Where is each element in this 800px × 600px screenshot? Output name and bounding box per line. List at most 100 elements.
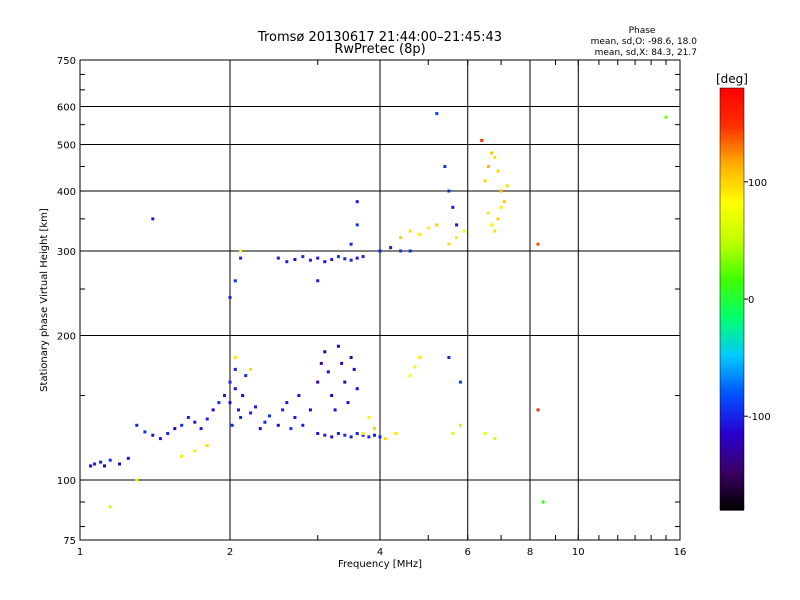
- colorbar-segment: [720, 306, 744, 311]
- data-point: [217, 401, 221, 405]
- colorbar-segment: [720, 432, 744, 437]
- colorbar-segment: [720, 91, 744, 96]
- data-point: [239, 249, 243, 253]
- colorbar-tick-label: 0: [748, 295, 754, 306]
- data-point: [230, 423, 234, 427]
- colorbar-segment: [720, 249, 744, 254]
- data-point: [355, 256, 359, 260]
- data-point: [233, 356, 237, 359]
- data-points: [89, 112, 668, 509]
- axis-ticks: 1 2 4 6 8 10 16 75 100 200 300 400 500 600 750: [57, 56, 686, 558]
- colorbar-segment: [720, 299, 744, 304]
- data-point: [490, 151, 494, 155]
- data-point: [166, 432, 170, 435]
- colorbar-segment: [720, 137, 744, 142]
- data-point: [135, 478, 139, 482]
- x-axis-label: Frequency [MHz]: [338, 559, 422, 570]
- data-point: [193, 420, 197, 424]
- colorbar-tick-label: -100: [748, 412, 771, 423]
- colorbar-segment: [720, 488, 744, 494]
- data-point: [408, 229, 412, 233]
- colorbar-segment: [720, 281, 744, 286]
- data-point: [355, 387, 359, 391]
- y-tick-label: 300: [57, 247, 76, 258]
- data-point: [241, 394, 245, 397]
- data-point: [496, 169, 500, 173]
- data-point: [493, 155, 497, 159]
- data-point: [447, 189, 451, 193]
- data-point: [413, 365, 417, 369]
- colorbar-segment: [720, 179, 744, 184]
- data-point: [418, 232, 421, 236]
- data-point: [239, 256, 243, 260]
- colorbar-segment: [720, 147, 744, 152]
- colorbar-segment: [720, 397, 744, 402]
- colorbar-segment: [720, 365, 744, 370]
- data-point: [233, 279, 237, 283]
- colorbar-segment: [720, 369, 744, 374]
- colorbar-segment: [720, 239, 744, 244]
- colorbar-segment: [720, 165, 744, 170]
- data-point: [480, 138, 484, 142]
- data-point: [378, 249, 382, 253]
- data-point: [285, 260, 289, 264]
- data-point: [326, 370, 330, 374]
- colorbar-segment: [720, 309, 744, 314]
- data-point: [263, 420, 267, 424]
- colorbar-segment: [720, 105, 744, 110]
- data-point: [336, 255, 340, 259]
- colorbar-segment: [720, 193, 744, 198]
- data-point: [502, 200, 506, 204]
- y-tick-label: 500: [57, 141, 76, 152]
- colorbar-segment: [720, 408, 744, 413]
- data-point: [499, 189, 503, 193]
- x-tick-label: 16: [674, 547, 687, 558]
- colorbar-segment: [720, 182, 744, 188]
- colorbar-segment: [720, 295, 744, 300]
- colorbar-segment: [720, 429, 744, 434]
- colorbar-segment: [720, 453, 744, 458]
- data-point: [103, 464, 106, 468]
- colorbar-segment: [720, 235, 744, 240]
- data-point: [323, 260, 327, 264]
- colorbar-segment: [720, 144, 744, 149]
- stats-x: mean, sd,X: 84.3, 21.7: [595, 48, 697, 58]
- data-point: [343, 380, 347, 384]
- colorbar-segment: [720, 358, 744, 363]
- data-point: [496, 217, 500, 221]
- data-point: [254, 405, 257, 409]
- colorbar-segment: [720, 200, 744, 205]
- colorbar-segment: [720, 362, 744, 367]
- data-point: [349, 356, 353, 359]
- data-point: [258, 427, 262, 431]
- data-point: [316, 432, 320, 435]
- data-point: [462, 229, 466, 233]
- colorbar-segment: [720, 415, 744, 420]
- colorbar-segment: [720, 418, 744, 423]
- colorbar-segment: [720, 267, 744, 272]
- colorbar-segment: [720, 334, 744, 339]
- data-point: [285, 401, 289, 405]
- y-tick-label: 200: [57, 332, 76, 343]
- data-point: [316, 256, 320, 260]
- colorbar-segment: [720, 98, 744, 103]
- colorbar-segment: [720, 154, 744, 159]
- y-tick-label: 75: [63, 536, 76, 547]
- data-point: [349, 435, 353, 439]
- colorbar-segment: [720, 274, 744, 279]
- colorbar-segment: [720, 411, 744, 416]
- colorbar-segment: [720, 446, 744, 451]
- colorbar-segment: [720, 372, 744, 377]
- data-point: [143, 430, 147, 434]
- colorbar-segment: [720, 422, 744, 427]
- data-point: [233, 367, 237, 371]
- colorbar-segment: [720, 242, 744, 247]
- data-point: [99, 460, 103, 464]
- colorbar-segment: [720, 344, 744, 349]
- colorbar-segment: [720, 102, 744, 107]
- colorbar-segment: [720, 499, 744, 504]
- colorbar-segment: [720, 133, 744, 138]
- colorbar-segment: [720, 109, 744, 114]
- data-point: [664, 115, 668, 119]
